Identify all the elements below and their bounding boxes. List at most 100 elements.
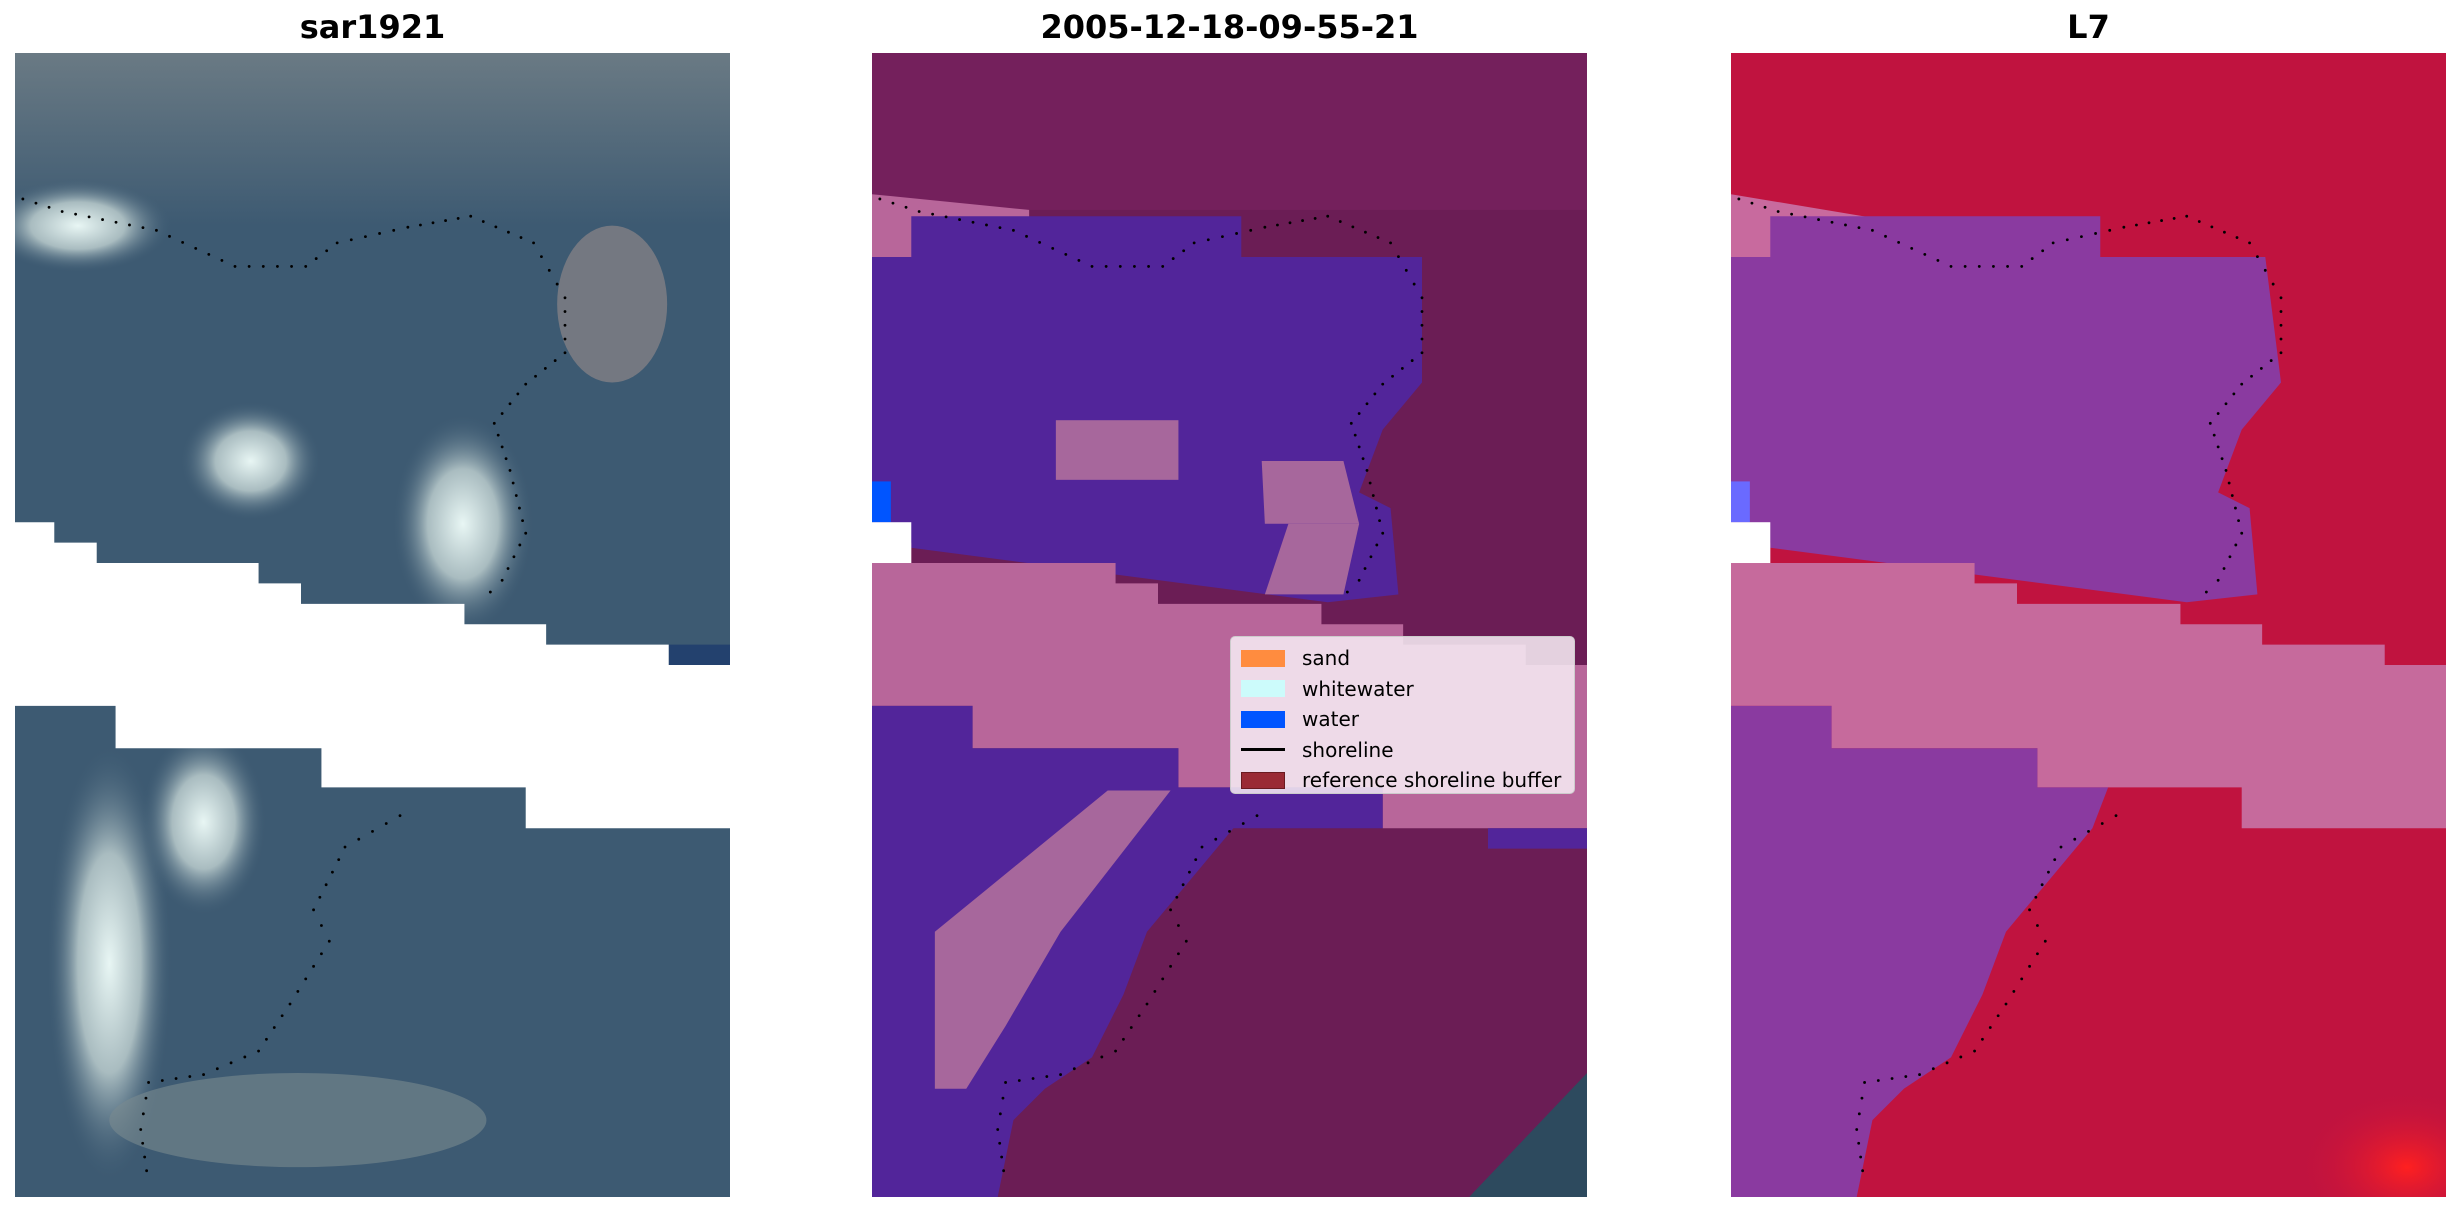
shoreline-point — [1118, 265, 1122, 268]
shoreline-point — [563, 310, 567, 313]
shoreline-point — [276, 265, 279, 268]
shoreline-point — [2208, 421, 2212, 425]
shoreline-point — [1988, 1026, 1992, 1029]
shoreline-point — [288, 1002, 292, 1006]
shoreline-point — [2028, 964, 2031, 968]
shoreline-point — [265, 1037, 268, 1041]
shoreline-point — [188, 1075, 192, 1078]
shoreline-point — [101, 218, 104, 221]
shoreline-point — [1338, 220, 1342, 223]
shoreline-point — [2259, 367, 2263, 370]
shoreline-point — [1100, 1055, 1104, 1059]
shoreline-point — [553, 359, 557, 362]
shoreline-point — [2147, 221, 2151, 225]
shoreline-point — [2256, 255, 2259, 259]
shoreline-point — [511, 481, 515, 485]
shoreline-point — [2051, 241, 2055, 245]
shoreline-point — [494, 225, 498, 229]
shoreline-point — [1860, 1096, 1864, 1100]
shoreline-point — [1857, 1112, 1861, 1116]
shoreline-point — [2108, 228, 2112, 232]
shoreline-point — [1404, 268, 1408, 272]
shoreline-point — [2223, 230, 2226, 234]
shoreline-point — [139, 1128, 143, 1131]
shoreline-point — [2216, 445, 2220, 449]
shoreline-point — [1017, 1079, 1021, 1082]
shoreline-point — [1365, 402, 1369, 406]
shoreline-point — [519, 236, 523, 239]
shoreline-point — [1137, 1014, 1141, 1018]
shoreline-point — [1368, 481, 1372, 485]
shoreline-point — [1249, 228, 1253, 232]
shoreline-point — [2047, 870, 2050, 874]
shoreline — [1737, 197, 2283, 1173]
shoreline-point — [1104, 265, 1108, 268]
shoreline-point — [1228, 829, 1231, 833]
shoreline-point — [1301, 219, 1304, 223]
shoreline-point — [87, 215, 91, 219]
shoreline-point — [398, 814, 402, 818]
shoreline-point — [1981, 1037, 1984, 1041]
shoreline-point — [1357, 445, 1361, 449]
shoreline-point — [500, 578, 504, 582]
shoreline-point — [1169, 964, 1172, 968]
shoreline-point — [2279, 351, 2283, 355]
shoreline-point — [2094, 232, 2097, 235]
shoreline-point — [1200, 845, 1204, 849]
shoreline-point — [1361, 457, 1365, 461]
shoreline-point — [1391, 374, 1394, 378]
shoreline-point — [1025, 234, 1028, 238]
shoreline-point — [2224, 402, 2228, 406]
shoreline-point — [540, 255, 543, 259]
shoreline-point — [547, 268, 551, 272]
shoreline-point — [327, 939, 331, 943]
panel-title-rgb: sar1921 — [299, 8, 446, 46]
shoreline-point — [1897, 240, 1901, 244]
shoreline-point — [1365, 469, 1369, 472]
shoreline-point — [1381, 382, 1385, 386]
shoreline-point — [290, 265, 293, 268]
shoreline-point — [1884, 234, 1887, 238]
shoreline-point — [1992, 265, 1995, 268]
shoreline-point — [325, 249, 329, 253]
shoreline-point — [1004, 1081, 1007, 1084]
shoreline-point — [2160, 219, 2163, 223]
shoreline-point — [1182, 249, 1186, 253]
shoreline-point — [2028, 908, 2031, 912]
shoreline-point — [2228, 555, 2232, 559]
shoreline-point — [1400, 367, 1404, 370]
shoreline-point — [543, 367, 547, 370]
shoreline-point — [508, 402, 512, 406]
shoreline-point — [1064, 252, 1068, 256]
shoreline-point — [1045, 1075, 1049, 1078]
shoreline-point — [2279, 310, 2283, 313]
shoreline-point — [1375, 543, 1379, 547]
shoreline-point — [1857, 1141, 1861, 1145]
shoreline-point — [456, 216, 460, 220]
shoreline-point — [1090, 265, 1094, 268]
shoreline-point — [2216, 412, 2220, 415]
shoreline-point — [1051, 246, 1055, 250]
shoreline-point — [220, 258, 224, 262]
shoreline-point — [1263, 225, 1267, 229]
shoreline-point — [144, 1096, 148, 1100]
shoreline-point — [1369, 555, 1373, 559]
shoreline-point — [1129, 1026, 1133, 1029]
shoreline-point — [304, 265, 308, 268]
shoreline-point — [392, 228, 396, 232]
panel-title-classified: 2005-12-18-09-55-21 — [1040, 8, 1419, 46]
shoreline-point — [155, 228, 158, 232]
shoreline-point — [524, 382, 528, 386]
shoreline-point — [1817, 218, 1820, 221]
shoreline-point — [1844, 223, 1847, 227]
shoreline-point — [320, 924, 323, 927]
sand-swatch — [1241, 649, 1285, 667]
shoreline-point — [1161, 265, 1165, 268]
shoreline-point — [1973, 1049, 1976, 1053]
shoreline-point — [500, 445, 504, 449]
shoreline-point — [1857, 226, 1861, 230]
shoreline-point — [2020, 265, 2024, 268]
shoreline-point — [1192, 241, 1196, 245]
shoreline-point — [944, 215, 948, 219]
shoreline-point — [555, 282, 559, 286]
